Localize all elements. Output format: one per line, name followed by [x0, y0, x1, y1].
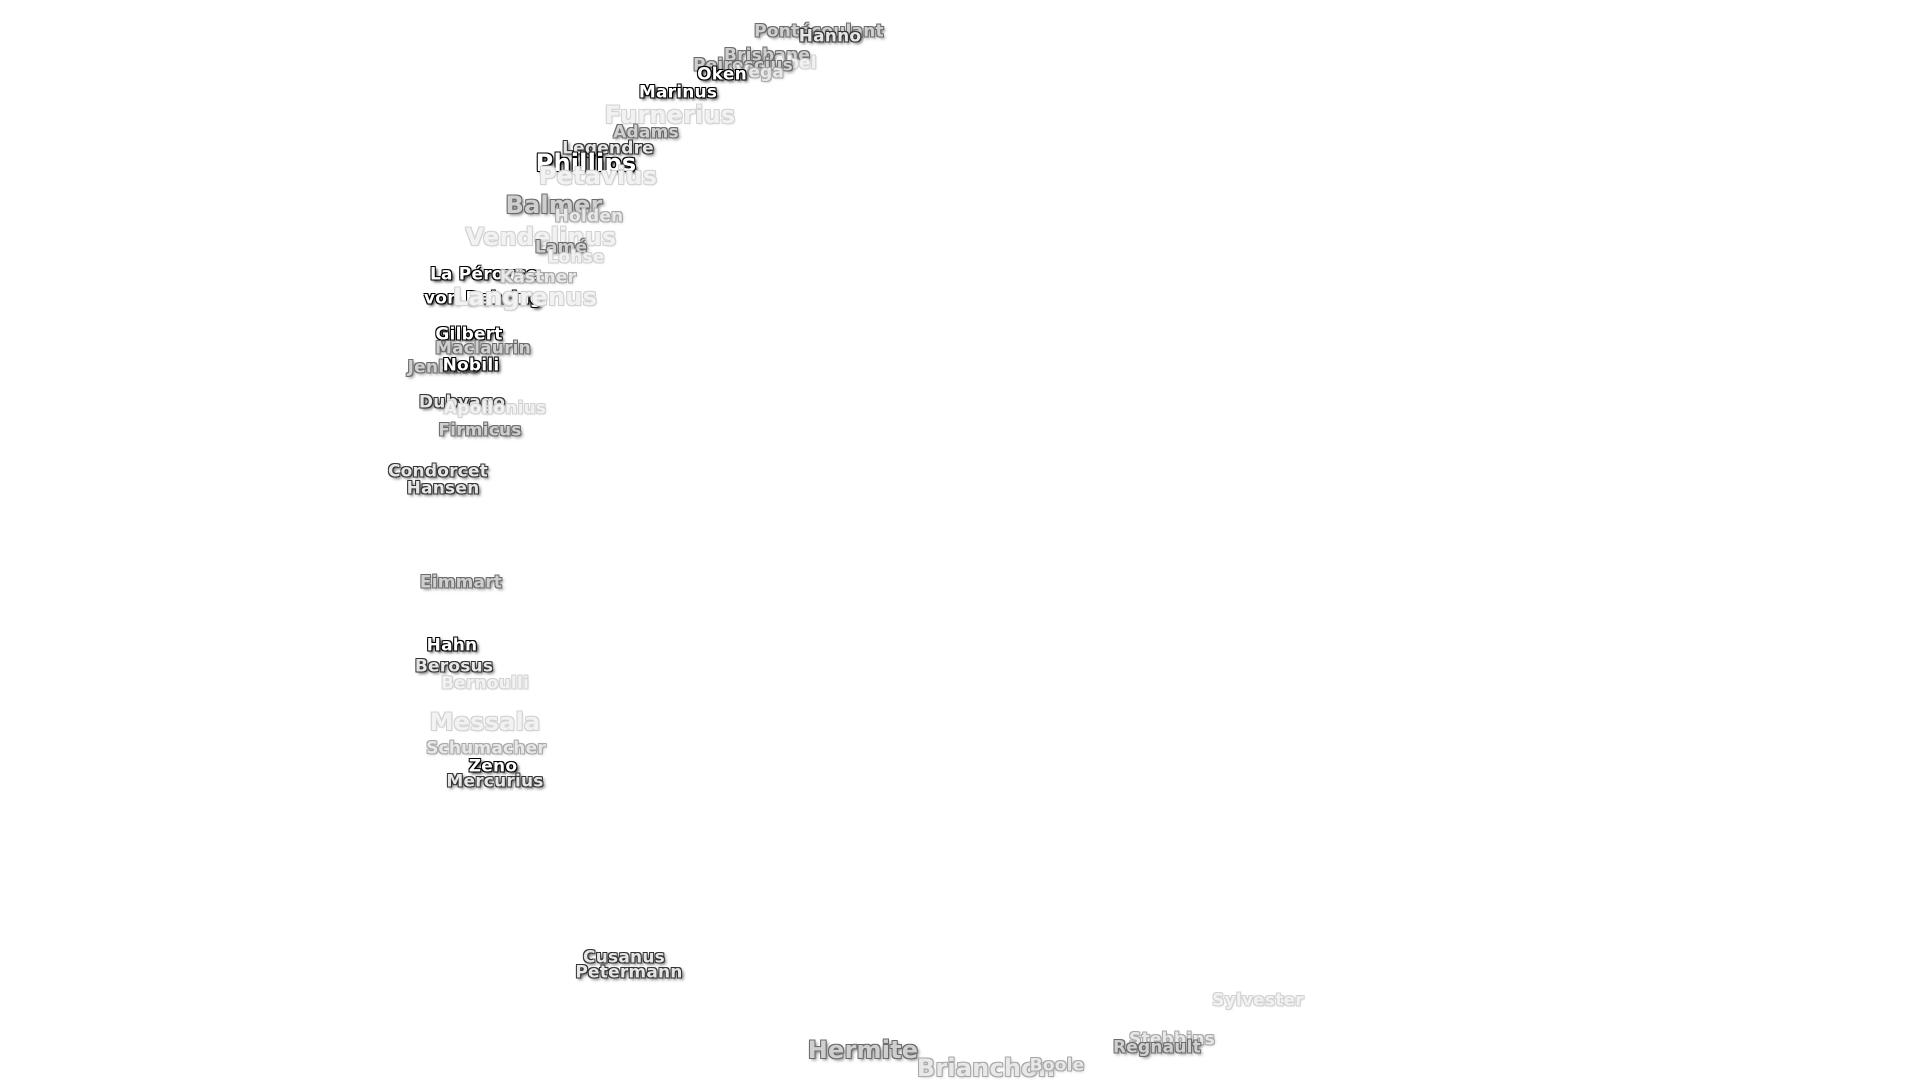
crater-label-abel: Abel: [773, 53, 817, 74]
crater-label-nobili: Nobili: [442, 355, 500, 376]
crater-label-furnerius: Furnerius: [604, 101, 736, 129]
crater-label-legendre: Legendre: [562, 138, 654, 159]
crater-label-hahn: Hahn: [426, 635, 478, 656]
crater-label-oken: Oken: [697, 64, 747, 85]
crater-label-firmicus: Firmicus: [438, 420, 522, 441]
crater-label-zeno: Zeno: [468, 756, 518, 777]
crater-label-vega: Vega: [735, 62, 785, 83]
crater-label-messala: Messala: [429, 708, 541, 736]
crater-label-holden: Holden: [554, 206, 624, 227]
crater-label-apollonius: Apollonius: [443, 398, 547, 419]
crater-label-la-perouse: La Pérouse: [429, 264, 539, 285]
crater-label-balmer: Balmer: [505, 191, 603, 219]
crater-label-sylvester: Sylvester: [1212, 990, 1304, 1011]
crater-label-marinus: Marinus: [638, 82, 718, 103]
crater-label-eimmart: Eimmart: [419, 572, 503, 593]
crater-label-vendelinus: Vendelinus: [465, 223, 617, 251]
crater-label-cusanus: Cusanus: [583, 947, 665, 968]
crater-label-bernoulli: Bernoulli: [440, 673, 530, 694]
crater-label-schumacher: Schumacher: [426, 738, 546, 759]
crater-label-peirescius: Peirescius: [693, 55, 793, 76]
crater-label-hermite: Hermite: [807, 1036, 919, 1064]
crater-label-adams: Adams: [613, 122, 679, 143]
crater-label-brisbane: Brisbane: [723, 45, 811, 66]
crater-label-brianchon: Brianchon: [916, 1054, 1056, 1080]
crater-label-von-behring: von Behring: [423, 288, 543, 309]
crater-label-lohse: Lohse: [547, 247, 605, 268]
crater-label-stebbins: Stebbins: [1129, 1029, 1215, 1050]
crater-label-berosus: Berosus: [414, 656, 494, 677]
crater-label-hansen: Hansen: [406, 478, 480, 499]
crater-label-kastner: Kästner: [499, 267, 577, 288]
crater-label-boole: Boole: [1029, 1055, 1085, 1076]
crater-label-petavius: Petavius: [538, 162, 658, 190]
crater-label-condorcet: Condorcet: [387, 461, 489, 482]
crater-label-petermann: Petermann: [575, 962, 683, 983]
crater-label-dubyago: Dubyago: [418, 392, 506, 413]
crater-label-lame: Lamé: [534, 237, 588, 258]
crater-label-hanno: Hanno: [798, 26, 862, 47]
crater-label-langrenus: Langrenus: [452, 283, 598, 311]
crater-label-gilbert: Gilbert: [435, 324, 503, 345]
crater-label-phillips: Phillips: [535, 149, 637, 177]
crater-label-regnault: Regnault: [1112, 1037, 1202, 1058]
crater-label-mercurius: Mercurius: [446, 771, 544, 792]
crater-label-maclaurin: Maclaurin: [435, 338, 531, 359]
crater-label-pontecoulant: Pontécoulant: [754, 21, 884, 42]
crater-label-jenkins: Jenkins: [407, 357, 479, 378]
